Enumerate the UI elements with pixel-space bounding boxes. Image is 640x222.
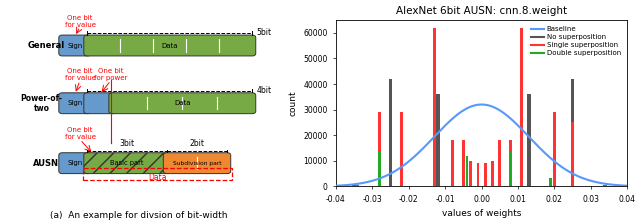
Bar: [527, 94, 531, 186]
Text: Data: Data: [148, 173, 166, 182]
Text: Basic part: Basic part: [110, 160, 144, 166]
Bar: [571, 79, 575, 186]
Bar: [378, 112, 381, 186]
Bar: [356, 185, 359, 186]
Bar: [346, 185, 348, 186]
Text: 2bit: 2bit: [189, 139, 205, 148]
Bar: [484, 163, 486, 186]
Bar: [618, 185, 622, 186]
FancyBboxPatch shape: [59, 153, 91, 174]
Bar: [433, 28, 436, 186]
Bar: [469, 161, 472, 186]
Text: Power-of-
two: Power-of- two: [20, 93, 63, 113]
Text: AUSN: AUSN: [33, 159, 59, 168]
Text: General: General: [28, 41, 65, 50]
FancyBboxPatch shape: [59, 93, 91, 114]
Text: 3bit: 3bit: [120, 139, 134, 148]
Bar: [341, 185, 345, 186]
Bar: [400, 112, 403, 186]
Bar: [499, 140, 501, 186]
Text: (a)  An example for divsion of bit-width: (a) An example for divsion of bit-width: [50, 211, 228, 220]
Text: Data: Data: [161, 42, 178, 49]
Bar: [553, 112, 556, 186]
FancyBboxPatch shape: [163, 153, 231, 174]
Legend: Baseline, No superposition, Single superposition, Double superposition: Baseline, No superposition, Single super…: [529, 24, 624, 59]
FancyBboxPatch shape: [84, 93, 116, 114]
Bar: [451, 140, 454, 186]
Text: Sign: Sign: [67, 160, 83, 166]
FancyBboxPatch shape: [84, 153, 170, 174]
Text: One bit
for value: One bit for value: [65, 68, 95, 81]
Text: 5bit: 5bit: [257, 28, 272, 37]
Bar: [462, 140, 465, 186]
X-axis label: values of weights: values of weights: [442, 209, 522, 218]
Bar: [509, 140, 512, 186]
Bar: [465, 156, 468, 186]
FancyBboxPatch shape: [84, 35, 256, 56]
Text: Sign: Sign: [67, 100, 83, 106]
Bar: [477, 163, 479, 186]
Text: One bit
for value: One bit for value: [65, 15, 95, 28]
Bar: [491, 161, 494, 186]
FancyBboxPatch shape: [59, 35, 91, 56]
FancyBboxPatch shape: [109, 93, 256, 114]
Bar: [378, 151, 381, 186]
Y-axis label: count: count: [289, 90, 298, 116]
Bar: [352, 185, 356, 186]
Bar: [571, 123, 574, 186]
Bar: [604, 185, 607, 186]
Bar: [549, 178, 552, 186]
Text: One bit
for power: One bit for power: [94, 68, 127, 81]
Bar: [388, 79, 392, 186]
Bar: [604, 185, 607, 186]
Title: AlexNet 6bit AUSN: cnn.8.weight: AlexNet 6bit AUSN: cnn.8.weight: [396, 6, 567, 16]
Text: Data: Data: [174, 100, 191, 106]
Text: Subdivision part: Subdivision part: [173, 161, 221, 166]
Text: One bit
for value: One bit for value: [65, 127, 95, 140]
Bar: [509, 151, 512, 186]
Bar: [604, 185, 607, 186]
Text: 4bit: 4bit: [257, 86, 272, 95]
Bar: [436, 94, 440, 186]
Bar: [520, 28, 523, 186]
Text: Sign: Sign: [67, 42, 83, 49]
